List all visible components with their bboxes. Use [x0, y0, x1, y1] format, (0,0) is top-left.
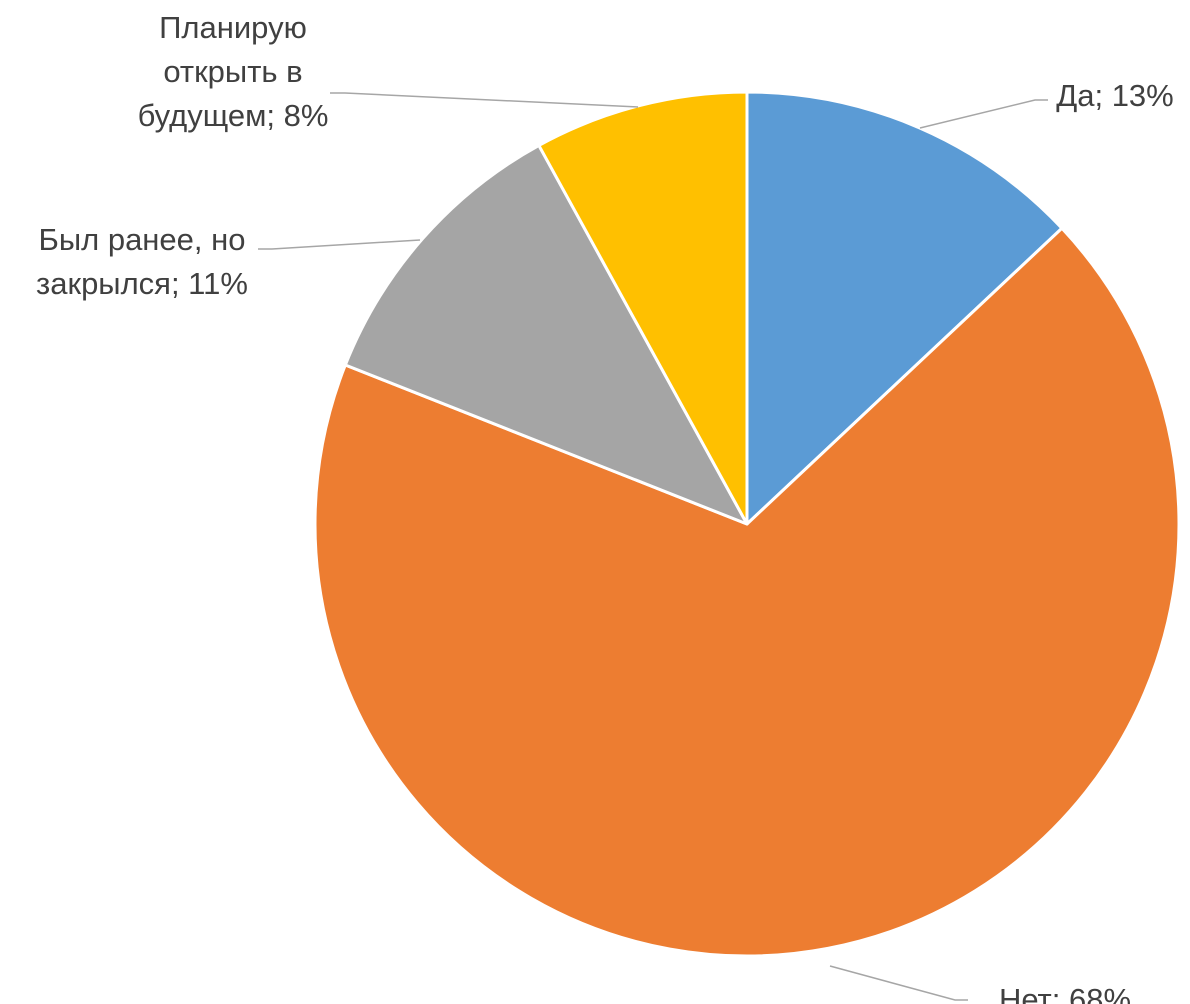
slice: [745, 90, 1064, 526]
data-label: Нет; 68%: [998, 982, 1132, 1004]
slice: [313, 226, 1181, 958]
leader-line: [829, 965, 968, 1001]
data-label: Планирую открыть в будущем; 8%: [137, 10, 329, 133]
data-label: Был ранее, но закрылся; 11%: [36, 222, 248, 301]
leader-lines: [258, 92, 1048, 1001]
slices: [313, 90, 1181, 958]
leader-line: [919, 99, 1048, 129]
slice: [537, 90, 749, 526]
data-label: Да; 13%: [1056, 78, 1174, 113]
leader-line: [258, 239, 421, 250]
slice: [343, 143, 749, 526]
leader-line: [330, 92, 639, 108]
